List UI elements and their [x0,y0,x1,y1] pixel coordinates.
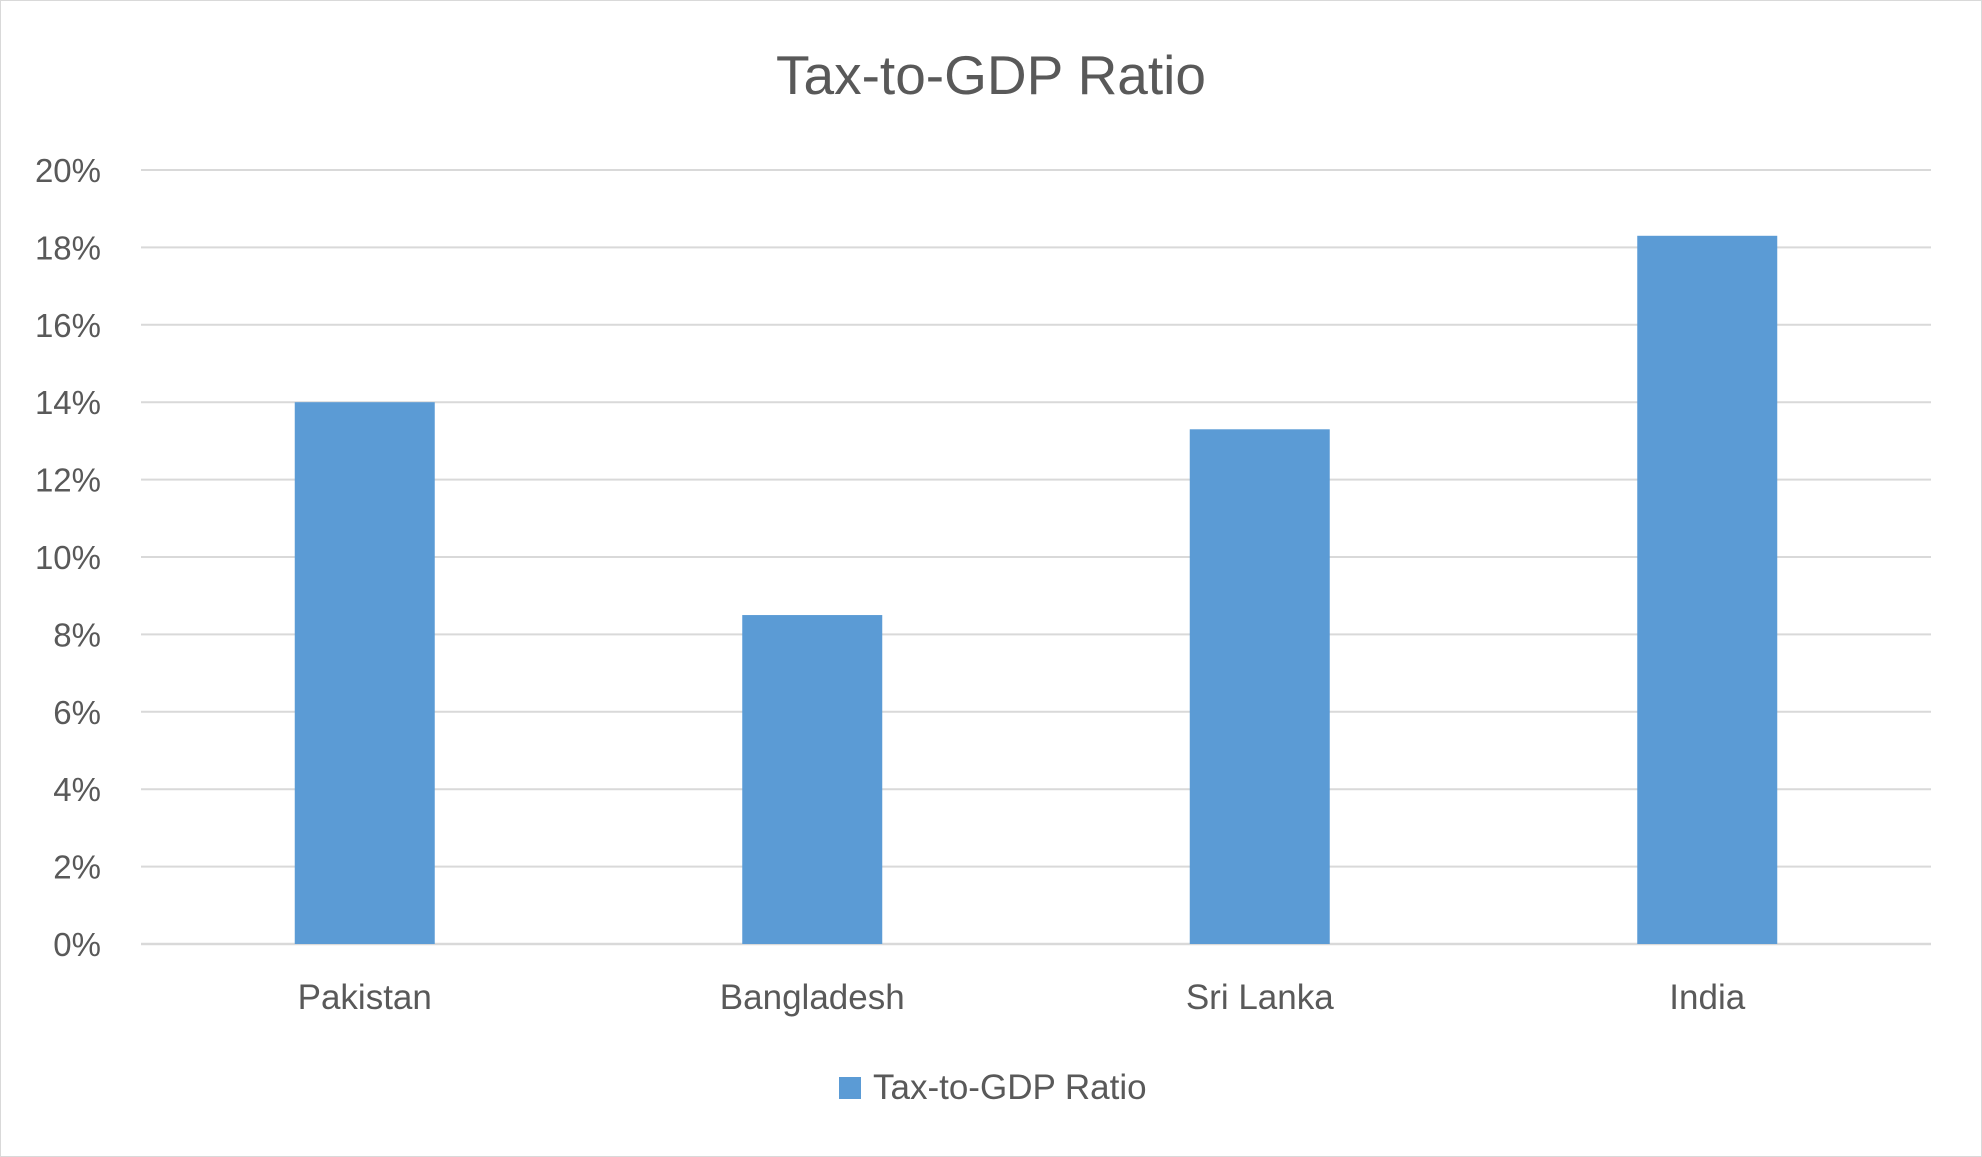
bar-india [1637,235,1778,945]
x-tick-label: India [1669,978,1745,1017]
bar-pakistan [294,402,435,944]
chart-title: Tax-to-GDP Ratio [776,44,1206,106]
bars [294,235,1778,945]
y-tick-label: 8% [53,616,101,653]
legend-label: Tax-to-GDP Ratio [873,1068,1147,1107]
y-tick-label: 0% [53,926,101,963]
x-axis-category-labels: Pakistan Bangladesh Sri Lanka India [298,978,1746,1017]
y-tick-label: 16% [35,307,101,344]
bar-bangladesh [742,615,883,944]
y-tick-label: 4% [53,771,101,808]
y-tick-label: 12% [35,462,101,499]
y-tick-label: 10% [35,539,101,576]
y-axis-tick-labels: 0% 2% 4% 6% 8% 10% 12% 14% 16% 18% 20% [35,152,101,963]
gridlines [141,169,1931,946]
y-tick-label: 2% [53,849,101,886]
y-tick-label: 14% [35,384,101,421]
x-tick-label: Pakistan [298,978,432,1017]
y-tick-label: 18% [35,229,101,266]
legend-swatch [839,1077,861,1099]
x-tick-label: Bangladesh [720,978,905,1017]
y-tick-label: 6% [53,694,101,731]
x-tick-label: Sri Lanka [1186,978,1334,1017]
y-tick-label: 20% [35,152,101,189]
bar-sri-lanka [1189,429,1330,944]
legend: Tax-to-GDP Ratio [839,1068,1147,1107]
